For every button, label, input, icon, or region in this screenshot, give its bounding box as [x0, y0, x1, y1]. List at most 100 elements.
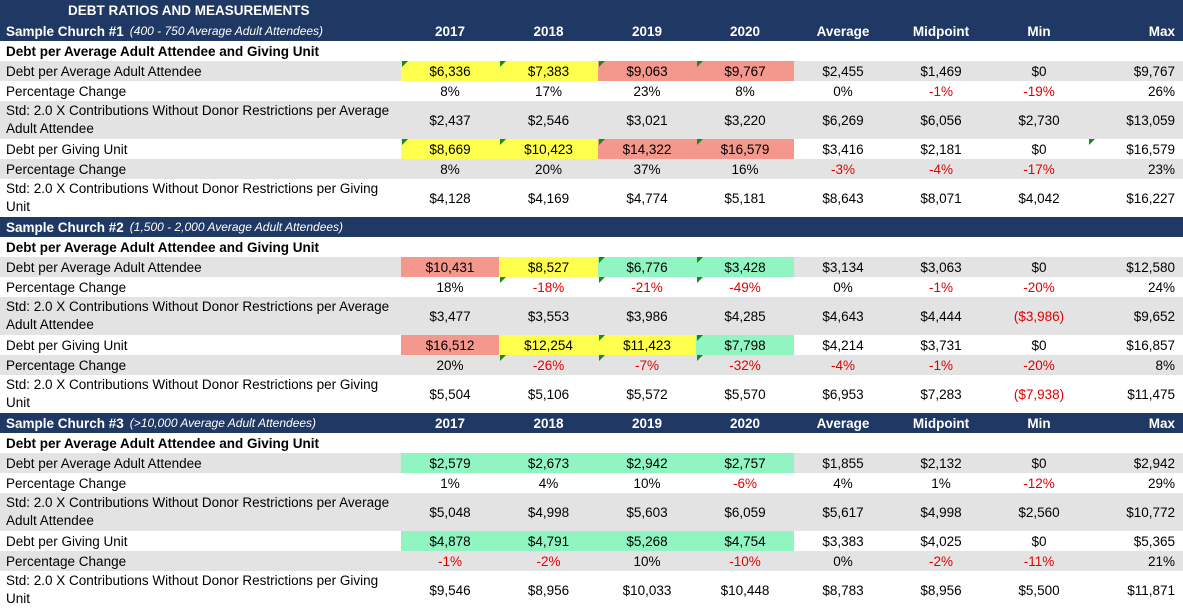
church-header-row: Sample Church #1 (400 - 750 Average Adult…: [0, 21, 1183, 41]
value-cell: -11%: [1023, 553, 1055, 569]
value-cell: $4,214: [822, 337, 864, 353]
value-cell: $8,527: [499, 257, 598, 277]
value-cell: $6,336: [401, 61, 499, 81]
value-cell: 37%: [633, 161, 661, 177]
value-cell: $2,437: [429, 112, 471, 128]
value-cell: $9,546: [429, 582, 471, 598]
value-cell: $9,767: [1133, 63, 1175, 79]
value-cell: $6,059: [724, 504, 766, 520]
table-row: Std: 2.0 X Contributions Without Donor R…: [0, 375, 1183, 413]
church-size-note: (1,500 - 2,000 Average Adult Attendees): [129, 220, 344, 234]
value-cell: 10%: [633, 553, 661, 569]
church-name-text: Sample Church #1: [6, 23, 124, 39]
value-cell: 0%: [833, 553, 853, 569]
value-cell: 8%: [735, 83, 755, 99]
column-header: Min: [1027, 415, 1051, 431]
value-cell: -32%: [696, 355, 794, 375]
value-cell: $4,285: [724, 308, 766, 324]
value-cell: $8,669: [401, 139, 499, 159]
row-label: Percentage Change: [6, 475, 127, 491]
value-cell: $0: [1031, 337, 1047, 353]
value-cell: $5,048: [429, 504, 471, 520]
value-cell: 23%: [1147, 161, 1175, 177]
table-row: Debt per Giving Unit $4,878 $4,791 $5,268 $4…: [0, 531, 1183, 551]
value-cell: 4%: [833, 475, 853, 491]
value-cell: $5,106: [527, 386, 570, 402]
value-cell: $4,754: [696, 531, 794, 551]
table-row: Debt per Average Adult Attendee $2,579 $2,…: [0, 453, 1183, 473]
table-row: Debt per Giving Unit $8,669 $10,423 $14,322…: [0, 139, 1183, 159]
value-cell: -21%: [598, 277, 696, 297]
column-header: Min: [1027, 23, 1051, 39]
value-cell: $11,475: [1127, 386, 1175, 402]
value-cell: $2,942: [598, 453, 696, 473]
column-header: 2018: [533, 23, 564, 39]
value-cell: $2,673: [499, 453, 598, 473]
value-cell: $4,025: [920, 533, 962, 549]
value-cell: 18%: [436, 279, 464, 295]
value-cell: -10%: [729, 553, 761, 569]
value-cell: 8%: [440, 83, 460, 99]
value-cell: $11,871: [1127, 582, 1175, 598]
sheet-title-row: DEBT RATIOS AND MEASUREMENTS: [0, 0, 1183, 21]
row-label: Percentage Change: [6, 83, 127, 99]
value-cell: $7,383: [499, 61, 598, 81]
value-cell: $10,423: [499, 139, 598, 159]
value-cell: 21%: [1147, 553, 1175, 569]
value-cell: $16,512: [401, 335, 499, 355]
value-cell: 1%: [931, 475, 951, 491]
value-cell: -20%: [1023, 279, 1055, 295]
column-header: 2019: [631, 415, 663, 431]
table-row: Percentage Change 20% -26% -7% -32% -4% -1% -20…: [0, 355, 1183, 375]
value-cell: -3%: [830, 161, 855, 177]
value-cell: 29%: [1147, 475, 1175, 491]
value-cell: $6,056: [920, 112, 962, 128]
value-cell: $3,428: [696, 257, 794, 277]
church-name-text: Sample Church #2: [6, 219, 124, 235]
row-label: Std: 2.0 X Contributions Without Donor R…: [6, 377, 379, 410]
value-cell: $2,132: [920, 455, 962, 471]
value-cell: $1,469: [920, 63, 962, 79]
row-label: Debt per Giving Unit: [6, 337, 128, 353]
value-cell: 4%: [538, 475, 559, 491]
value-cell: 17%: [534, 83, 563, 99]
value-cell: $2,455: [822, 63, 864, 79]
value-cell: $6,776: [598, 257, 696, 277]
column-header: 2019: [631, 23, 663, 39]
column-header: Average: [816, 23, 870, 39]
value-cell: 0%: [833, 279, 853, 295]
table-row: Std: 2.0 X Contributions Without Donor R…: [0, 179, 1183, 217]
value-cell: $5,500: [1018, 582, 1060, 598]
table-row: Std: 2.0 X Contributions Without Donor R…: [0, 571, 1183, 609]
value-cell: 16%: [731, 161, 759, 177]
value-cell: -26%: [499, 355, 598, 375]
value-cell: $16,227: [1126, 190, 1175, 206]
column-header: 2018: [533, 415, 564, 431]
value-cell: ($7,938): [1013, 386, 1065, 402]
table-row: Debt per Average Adult Attendee $6,336 $7,…: [0, 61, 1183, 81]
value-cell: $4,042: [1018, 190, 1060, 206]
value-cell: $2,181: [920, 141, 962, 157]
table-row: Debt per Giving Unit $16,512 $12,254 $11,42…: [0, 335, 1183, 355]
value-cell: $3,731: [920, 337, 962, 353]
value-cell: $4,128: [429, 190, 471, 206]
value-cell: -20%: [1023, 357, 1055, 373]
column-header: Max: [1148, 415, 1175, 431]
value-cell: $0: [1031, 259, 1047, 275]
row-label: Percentage Change: [6, 357, 127, 373]
value-cell: $10,772: [1126, 504, 1175, 520]
column-header: 2020: [729, 23, 761, 39]
column-header: Average: [816, 415, 870, 431]
value-cell: -2%: [536, 553, 561, 569]
value-cell: $16,579: [1088, 139, 1183, 159]
value-cell: -6%: [732, 475, 757, 491]
value-cell: $8,783: [822, 582, 864, 598]
value-cell: 26%: [1147, 83, 1175, 99]
column-header: 2017: [434, 415, 466, 431]
value-cell: $5,570: [724, 386, 766, 402]
value-cell: $4,998: [527, 504, 570, 520]
value-cell: $3,021: [626, 112, 668, 128]
value-cell: -1%: [928, 279, 953, 295]
value-cell: $8,071: [920, 190, 962, 206]
